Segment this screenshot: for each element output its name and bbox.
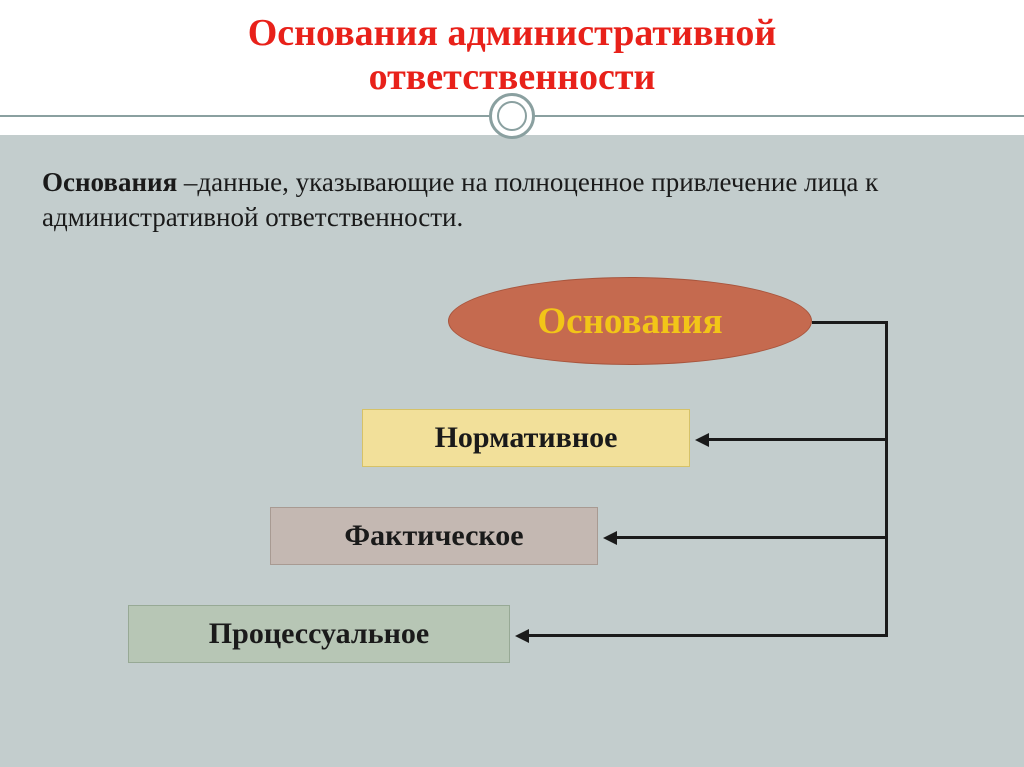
root-node-label: Основания <box>537 300 722 343</box>
root-node: Основания <box>448 277 812 365</box>
arrow-line-1 <box>615 536 888 539</box>
node-procedural: Процессуальное <box>128 605 510 663</box>
definition-term: Основания <box>42 167 177 197</box>
ornament-circle-inner <box>497 101 527 131</box>
arrow-head-icon <box>603 531 617 545</box>
arrow-head-icon <box>695 433 709 447</box>
node-normative-label: Нормативное <box>435 421 618 455</box>
definition-text: Основания –данные, указывающие на полноц… <box>42 165 902 235</box>
slide-title: Основания административной ответственнос… <box>0 0 1024 99</box>
node-factual: Фактическое <box>270 507 598 565</box>
node-factual-label: Фактическое <box>344 519 523 553</box>
title-line-1: Основания административной <box>248 12 777 54</box>
arrow-head-icon <box>515 629 529 643</box>
body-zone: Основания –данные, указывающие на полноц… <box>0 135 1024 767</box>
connector-trunk <box>885 321 888 637</box>
connector-top-stub <box>812 321 885 324</box>
title-line-2: ответственности <box>369 56 656 98</box>
node-procedural-label: Процессуальное <box>209 617 429 651</box>
arrow-line-0 <box>707 438 888 441</box>
header-zone: Основания административной ответственнос… <box>0 0 1024 135</box>
node-normative: Нормативное <box>362 409 690 467</box>
arrow-line-2 <box>527 634 888 637</box>
slide: Основания административной ответственнос… <box>0 0 1024 767</box>
